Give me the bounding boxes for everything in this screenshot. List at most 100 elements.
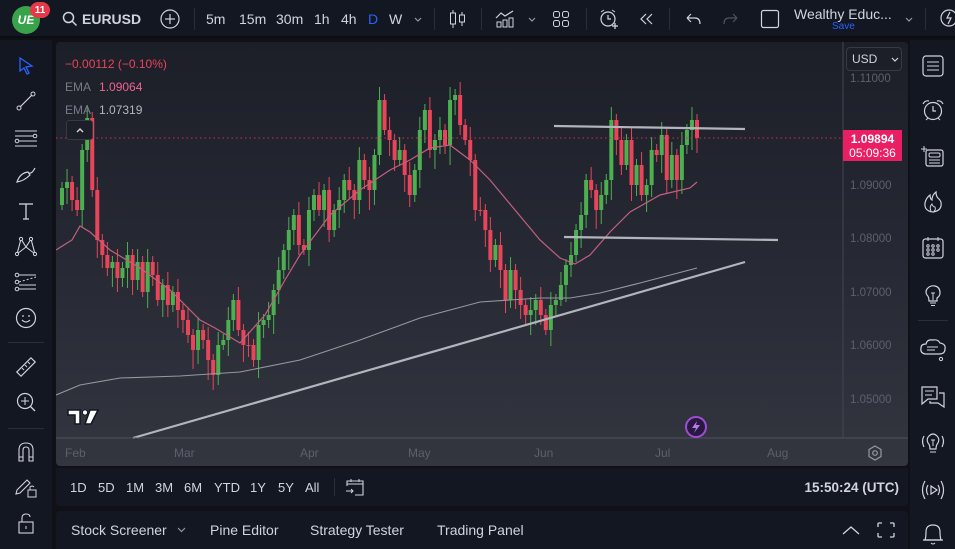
parallel-lines-icon <box>14 130 38 147</box>
calendar-button[interactable] <box>919 234 947 262</box>
timeframe-30m[interactable]: 30m <box>276 11 304 27</box>
ema-fast-legend[interactable]: EMA 1.09064 <box>65 75 167 98</box>
time-label: Feb <box>65 446 86 460</box>
prediction-tool[interactable] <box>12 268 40 296</box>
utc-clock[interactable]: 15:50:24 (UTC) <box>804 479 899 495</box>
pattern-tool[interactable] <box>12 232 40 260</box>
range-ytd[interactable]: YTD <box>214 479 240 495</box>
cursor-tool[interactable] <box>12 52 40 80</box>
lock-all-tool[interactable] <box>12 509 40 537</box>
lightbulb-icon <box>925 285 941 306</box>
zoom-in-tool[interactable] <box>12 388 40 416</box>
chart-type-button[interactable] <box>448 0 468 38</box>
templates-button[interactable] <box>552 0 570 38</box>
thought-bubble-icon <box>920 339 946 362</box>
range-5y[interactable]: 5Y <box>278 479 294 495</box>
grid-icon <box>553 11 569 27</box>
price-label: 1.05000 <box>850 394 892 406</box>
messages-button[interactable] <box>919 384 947 412</box>
resistance-line <box>553 124 746 131</box>
play-broadcast-icon <box>921 480 945 500</box>
chart-settings-button[interactable] <box>864 442 886 464</box>
ema-fast-line <box>56 144 698 344</box>
create-alert-button[interactable] <box>598 0 620 38</box>
text-tool[interactable] <box>12 197 40 225</box>
tradingview-logo[interactable] <box>66 408 100 426</box>
layout-menu-button[interactable]: Wealthy Educ... Save <box>794 0 892 38</box>
go-to-date-button[interactable] <box>345 468 365 506</box>
fullscreen-toggle-button[interactable] <box>760 0 780 38</box>
redo-button[interactable] <box>722 0 740 38</box>
replay-button[interactable] <box>638 0 656 38</box>
trend-line-icon <box>16 91 36 111</box>
indicators-button[interactable] <box>494 0 516 38</box>
redo-icon <box>723 13 738 25</box>
timeframe-4h[interactable]: 4h <box>341 11 357 27</box>
list-icon <box>922 55 944 77</box>
alerts-button[interactable] <box>919 96 947 124</box>
undo-button[interactable] <box>684 0 702 38</box>
chats-button[interactable] <box>919 336 947 364</box>
range-3m[interactable]: 3M <box>155 479 174 495</box>
range-6m[interactable]: 6M <box>184 479 203 495</box>
timeframe-d[interactable]: D <box>368 11 379 27</box>
chevron-up-icon <box>842 526 860 535</box>
range-5d[interactable]: 5D <box>98 479 115 495</box>
rewind-icon <box>640 13 653 25</box>
live-stream-button[interactable] <box>919 476 947 504</box>
timeframe-w[interactable]: W <box>389 11 403 27</box>
compare-symbol-button[interactable] <box>160 0 180 38</box>
plus-circle-icon <box>160 9 180 29</box>
collapse-legend-button[interactable] <box>66 120 93 140</box>
currency-select[interactable]: USD <box>846 47 902 71</box>
save-link[interactable]: Save <box>832 20 855 32</box>
range-1d[interactable]: 1D <box>70 479 87 495</box>
trend-line-tool[interactable] <box>12 87 40 115</box>
timeframe-dropdown[interactable] <box>413 0 423 38</box>
symbol-search-button[interactable]: EURUSD <box>62 0 141 38</box>
range-1m[interactable]: 1M <box>126 479 145 495</box>
current-price: 1.09894 <box>850 131 895 146</box>
tab-trading-panel[interactable]: Trading Panel <box>437 522 524 538</box>
chevron-down-icon <box>414 17 422 22</box>
right-widget-bar <box>910 40 955 549</box>
ema-fast-value: 1.09064 <box>99 79 143 94</box>
brush-tool[interactable] <box>12 160 40 188</box>
magnet-mode-tool[interactable] <box>12 438 40 466</box>
maximize-panel-button[interactable] <box>877 511 895 549</box>
event-marker[interactable] <box>685 416 707 438</box>
text-t-icon <box>19 203 33 220</box>
object-tree-button[interactable] <box>919 142 947 170</box>
timeframe-5m[interactable]: 5m <box>206 11 226 27</box>
measure-tool[interactable] <box>12 353 40 381</box>
emoji-tool[interactable] <box>12 304 40 332</box>
range-1y[interactable]: 1Y <box>250 479 266 495</box>
price-label: 1.08000 <box>850 233 892 245</box>
ema-slow-legend[interactable]: EMA 1.07319 <box>65 98 167 121</box>
quick-search-button[interactable] <box>938 0 955 38</box>
watchlist-button[interactable] <box>919 52 947 80</box>
timeframe-1h[interactable]: 1h <box>314 11 330 27</box>
ideas-button[interactable] <box>919 282 947 310</box>
horizontal-lines-tool[interactable] <box>12 124 40 152</box>
time-label: Jul <box>655 446 671 460</box>
tab-pine-editor[interactable]: Pine Editor <box>210 522 279 538</box>
price-chart[interactable] <box>56 42 908 466</box>
chevron-down-icon <box>528 17 536 22</box>
ema-slow-line <box>56 267 698 396</box>
chart-pane[interactable] <box>56 42 908 466</box>
expand-panel-button[interactable] <box>842 511 860 549</box>
range-all[interactable]: All <box>305 479 320 495</box>
timeframe-15m[interactable]: 15m <box>239 11 267 27</box>
tab-strategy-tester[interactable]: Strategy Tester <box>310 522 404 538</box>
magnet-icon <box>18 442 34 462</box>
indicators-dropdown[interactable] <box>527 0 537 38</box>
tab-stock-screener[interactable]: Stock Screener <box>71 511 186 549</box>
candlestick-series <box>60 82 699 390</box>
hotlists-button[interactable] <box>919 188 947 216</box>
lock-drawings-tool[interactable] <box>12 473 40 501</box>
notifications-button[interactable] <box>919 520 947 548</box>
streams-button[interactable] <box>919 430 947 458</box>
ema-slow-label: EMA <box>65 102 92 117</box>
layout-dropdown[interactable] <box>904 0 914 38</box>
